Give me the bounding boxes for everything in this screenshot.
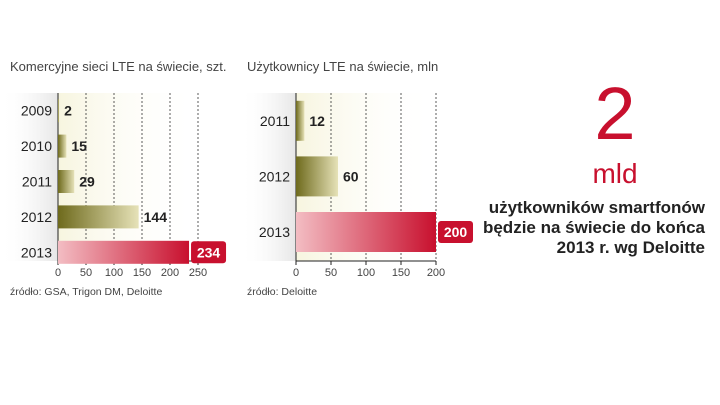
chart2-tick-label-3: 150 [392,267,410,279]
chart2-label-bg [240,93,296,261]
chart1-title: Komercyjne sieci LTE na świecie, szt. [10,59,227,74]
chart1-category-label-3: 2012 [21,209,52,225]
chart1-label-bg [0,93,58,261]
chart1-category-label-1: 2010 [21,138,52,154]
chart2-bar-0 [296,100,305,141]
chart1-bar-0 [58,99,60,123]
chart2-tick-label-0: 0 [293,267,299,279]
chart1-tick-label-3: 150 [133,267,151,279]
chart1-value-label-3: 144 [144,209,168,225]
chart2-value-label-0: 12 [309,113,325,129]
chart1-tick-label-0: 0 [55,267,61,279]
chart1-source: źródło: GSA, Trigon DM, Deloitte [10,286,163,298]
chart1-plot-bg [58,93,198,261]
callout-number: 2 [594,72,636,155]
chart2-value-label-1: 60 [343,168,359,184]
chart2-bar-2 [296,212,436,252]
callout-line-1: użytkowników smartfonów [488,198,705,217]
chart1-bar-4 [58,240,190,264]
chart2-tick-label-2: 100 [357,267,375,279]
callout-line-2: będzie na świecie do końca [482,218,705,237]
chart2-value-label-2: 200 [444,224,468,240]
chart2-title: Użytkownicy LTE na świecie, mln [247,59,439,74]
chart2-category-label-1: 2012 [259,168,290,184]
chart1-bar-1 [58,134,67,158]
chart1-tick-label-4: 200 [161,267,179,279]
chart1-bar-3 [58,205,139,229]
chart1-tick-label-1: 50 [80,267,92,279]
chart2-category-label-0: 2011 [260,113,290,129]
chart1-value-label-1: 15 [71,138,87,154]
chart1-tick-label-5: 250 [189,267,207,279]
callout-description: użytkowników smartfonów będzie na świeci… [470,198,705,258]
chart2-tick-label-4: 200 [427,267,445,279]
chart1-category-label-0: 2009 [21,103,52,119]
chart2-source: źródło: Deloitte [247,286,318,298]
chart1-bar-2 [58,170,75,193]
chart2-tick-label-1: 50 [325,267,337,279]
callout-line-3: 2013 r. wg Deloitte [556,238,705,257]
chart1-value-label-0: 2 [64,103,72,119]
chart2-category-label-2: 2013 [259,224,290,240]
chart1-value-label-4: 234 [197,244,221,260]
chart1-value-label-2: 29 [79,174,95,190]
chart1-tick-label-2: 100 [105,267,123,279]
chart1-category-label-2: 2011 [22,174,52,190]
callout-unit: mld [592,158,638,189]
chart2-bar-1 [296,156,338,197]
chart1-value-badge-4 [191,241,227,264]
chart2-value-badge-2 [438,221,473,243]
chart1-category-label-4: 2013 [21,244,52,260]
